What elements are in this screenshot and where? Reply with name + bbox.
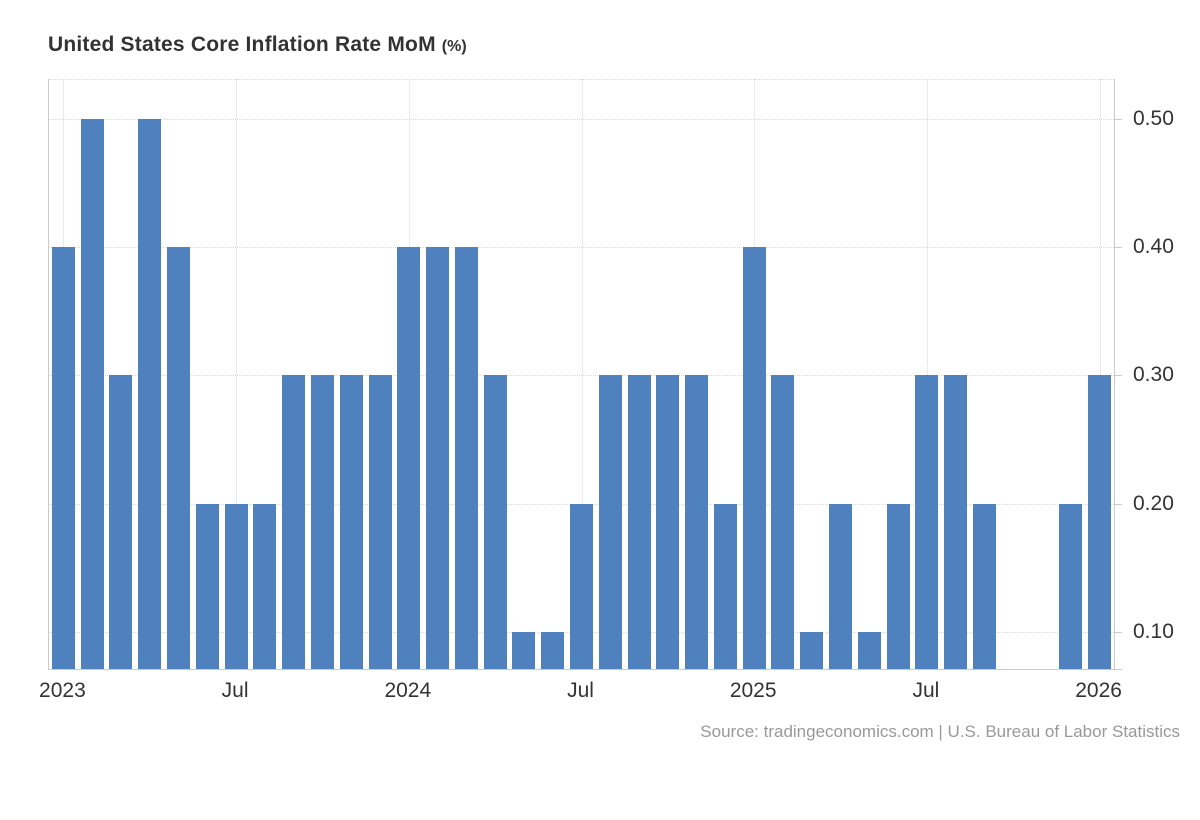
- bar[interactable]: [627, 375, 651, 669]
- gridline-vertical: [1099, 79, 1101, 669]
- bar[interactable]: [685, 375, 709, 669]
- bar[interactable]: [454, 247, 478, 669]
- y-axis-tick: [1114, 631, 1122, 633]
- bar[interactable]: [195, 503, 219, 669]
- bar[interactable]: [483, 375, 507, 669]
- y-axis-tick: [1114, 669, 1122, 670]
- x-axis-label: Jul: [912, 679, 940, 702]
- bar[interactable]: [598, 375, 622, 669]
- x-axis-label: Jul: [221, 679, 249, 702]
- y-axis-tick: [1114, 375, 1122, 377]
- y-axis-label: 0.10: [1133, 619, 1174, 643]
- bar[interactable]: [51, 247, 75, 669]
- bar[interactable]: [368, 375, 392, 669]
- bar[interactable]: [253, 503, 277, 669]
- bar[interactable]: [771, 375, 795, 669]
- bar[interactable]: [915, 375, 939, 669]
- bar[interactable]: [857, 631, 881, 669]
- bar[interactable]: [944, 375, 968, 669]
- bar[interactable]: [282, 375, 306, 669]
- bar[interactable]: [138, 118, 162, 669]
- bar[interactable]: [397, 247, 421, 669]
- bar[interactable]: [512, 631, 536, 669]
- chart-title-unit: (%): [441, 38, 467, 55]
- bar[interactable]: [656, 375, 680, 669]
- y-axis-label: 0.40: [1133, 235, 1174, 259]
- y-axis-tick: [1114, 247, 1122, 249]
- bar[interactable]: [339, 375, 363, 669]
- x-axis-label: 2024: [384, 679, 432, 702]
- bar[interactable]: [109, 375, 133, 669]
- x-axis-label: 2023: [39, 679, 86, 702]
- bar[interactable]: [1059, 503, 1083, 669]
- bar[interactable]: [310, 375, 334, 669]
- chart-title: United States Core Inflation Rate MoM (%…: [48, 33, 467, 57]
- bar[interactable]: [800, 631, 824, 669]
- bar[interactable]: [80, 118, 104, 669]
- bar[interactable]: [167, 247, 191, 669]
- bar[interactable]: [972, 503, 996, 669]
- bar[interactable]: [886, 503, 910, 669]
- y-axis-label: 0.20: [1133, 491, 1174, 515]
- bar[interactable]: [426, 247, 450, 669]
- bar[interactable]: [713, 503, 737, 669]
- gridline-vertical: [926, 79, 928, 669]
- y-axis-label: 0.30: [1133, 363, 1174, 387]
- bar[interactable]: [224, 503, 248, 669]
- y-axis-tick: [1114, 118, 1122, 120]
- bar[interactable]: [742, 247, 766, 669]
- x-axis-label: Jul: [567, 679, 594, 702]
- bar[interactable]: [1088, 375, 1112, 669]
- bar[interactable]: [829, 503, 853, 669]
- bar[interactable]: [541, 631, 565, 669]
- y-axis-label: 0.50: [1133, 106, 1174, 130]
- bar[interactable]: [570, 503, 593, 669]
- chart-plot-area: [48, 79, 1122, 670]
- y-axis-tick: [1114, 503, 1122, 505]
- source-attribution: Source: tradingeconomics.com | U.S. Bure…: [700, 722, 1180, 741]
- x-axis-label: 2025: [729, 679, 777, 702]
- x-axis-label: 2026: [1075, 679, 1122, 702]
- gridline-vertical: [581, 79, 583, 669]
- gridline-vertical: [236, 79, 238, 669]
- chart-title-text: United States Core Inflation Rate MoM: [48, 33, 436, 56]
